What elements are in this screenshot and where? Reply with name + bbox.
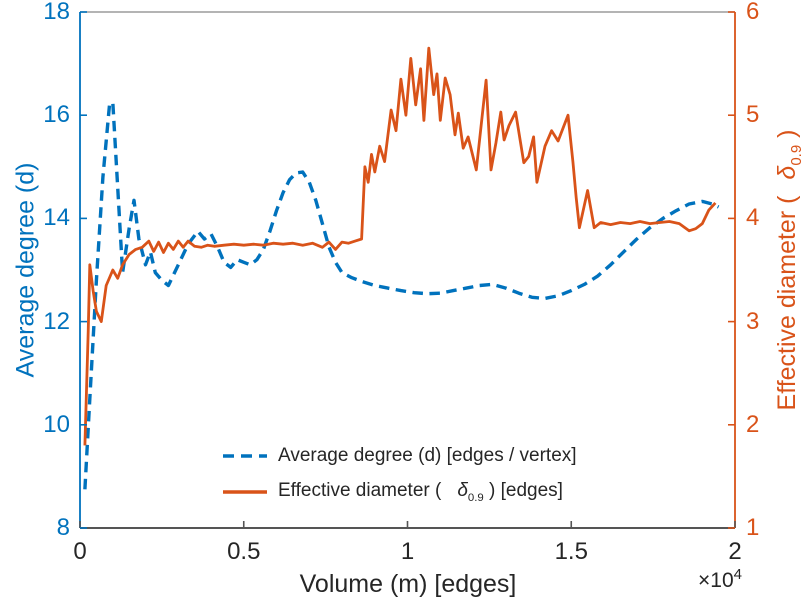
multiplier-exponent: 4 (733, 566, 742, 583)
effective-diameter-series-line (83, 46, 717, 446)
left-tick-label: 10 (43, 410, 70, 438)
multiplier-base: ×10 (698, 569, 734, 592)
average-degree-line-swatch (223, 454, 267, 458)
right-tick-label: 3 (746, 307, 760, 335)
right-tick-label: 2 (746, 410, 760, 438)
left-tick-label: 12 (43, 307, 70, 335)
right-tick-label: 5 (746, 101, 760, 129)
legend-label-average-degree: Average degree (d) [edges / vertex] (278, 445, 577, 466)
left-tick-label: 14 (43, 204, 70, 232)
legend-item-effective-diameter: Effective diameter (δ0.9 ) [edges] (222, 474, 577, 510)
right-tick-label: 6 (746, 0, 760, 25)
x-tick-label: 2 (728, 538, 742, 565)
x-tick-label: 1.5 (554, 538, 588, 565)
x-tick-label: 0 (73, 538, 87, 565)
right-axis-title-suffix: ) (773, 129, 801, 138)
right-tick-label: 1 (746, 514, 760, 541)
x-tick-label: 0.5 (227, 538, 261, 565)
delta-symbol: δ (773, 165, 801, 180)
right-axis-title-prefix: Effective diameter ( (773, 195, 801, 411)
average-degree-series-line (83, 100, 720, 490)
legend-item-average-degree: Average degree (d) [edges / vertex] (222, 438, 577, 474)
legend-label-effective-diameter: Effective diameter (δ0.9 ) [edges] (278, 480, 563, 504)
left-tick-label: 18 (43, 0, 70, 25)
left-axis-title: Average degree (d) (11, 162, 40, 378)
effective-diameter-line-swatch (223, 490, 267, 494)
right-axis-title: Effective diameter ( δ0.9 ) (773, 130, 805, 411)
right-tick-label: 4 (746, 204, 760, 232)
x-axis-multiplier: ×104 (698, 566, 742, 593)
delta-subscript: 0.9 (788, 144, 805, 166)
left-tick-label: 16 (43, 101, 70, 129)
legend: Average degree (d) [edges / vertex] Effe… (222, 438, 577, 510)
x-axis-title: Volume (m) [edges] (299, 570, 517, 598)
left-tick-label: 8 (56, 514, 70, 541)
x-tick-label: 1 (400, 538, 415, 565)
